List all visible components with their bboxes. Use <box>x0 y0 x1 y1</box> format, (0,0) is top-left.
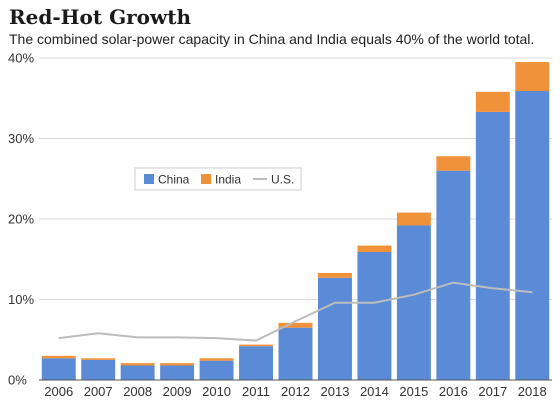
bar-china <box>160 365 195 380</box>
bar-india <box>436 156 471 171</box>
legend-label-us: U.S. <box>271 173 294 187</box>
bar-india <box>199 358 234 361</box>
y-tick-label: 0% <box>8 373 27 388</box>
bar-china <box>81 359 116 380</box>
bar-india <box>515 62 550 92</box>
bar-china <box>239 346 274 380</box>
x-tick-label: 2018 <box>518 384 547 399</box>
x-tick-label: 2006 <box>44 384 73 399</box>
bar-china <box>41 358 76 380</box>
y-tick-label: 10% <box>8 292 34 307</box>
x-tick-label: 2007 <box>84 384 113 399</box>
bar-china <box>120 365 155 380</box>
y-tick-label: 30% <box>8 131 34 146</box>
legend-swatch-india <box>201 174 211 184</box>
bar-india <box>81 358 116 360</box>
x-tick-label: 2011 <box>242 384 270 399</box>
bar-china <box>436 170 471 380</box>
x-tick-label: 2012 <box>281 384 310 399</box>
bar-china <box>396 225 431 380</box>
bar-india <box>357 245 392 253</box>
bar-china <box>357 252 392 380</box>
bar-india <box>475 91 510 112</box>
x-tick-label: 2016 <box>439 384 468 399</box>
bar-india <box>317 272 352 278</box>
bar-india <box>239 344 274 347</box>
legend-label-india: India <box>215 173 241 187</box>
legend: China India U.S. <box>134 167 302 191</box>
bar-india <box>120 363 155 366</box>
x-tick-label: 2010 <box>202 384 231 399</box>
legend-swatch-china <box>144 174 154 184</box>
x-tick-label: 2009 <box>163 384 192 399</box>
bar-china <box>278 327 313 380</box>
chart-subtitle: The combined solar-power capacity in Chi… <box>9 31 535 47</box>
y-tick-label: 40% <box>8 51 34 66</box>
x-tick-label: 2008 <box>123 384 152 399</box>
bar-china <box>317 277 352 380</box>
x-tick-label: 2017 <box>478 384 507 399</box>
bar-india <box>160 363 195 366</box>
axes: 0% 10% 20% 30% 40% 2006 2007 2008 2009 2010 2011 20… <box>8 51 552 399</box>
bar-china <box>475 111 510 380</box>
chart-title: Red-Hot Growth <box>9 5 192 29</box>
bar-layer <box>41 62 550 380</box>
us-line-layer <box>58 281 533 342</box>
bar-china <box>515 91 550 380</box>
x-tick-label: 2014 <box>360 384 389 399</box>
bar-india <box>41 355 76 359</box>
bar-china <box>199 360 234 380</box>
x-tick-label: 2013 <box>321 384 350 399</box>
bar-india <box>396 212 431 226</box>
legend-label-china: China <box>158 173 190 187</box>
legend-box <box>134 167 302 191</box>
bar-india <box>278 322 313 328</box>
y-tick-label: 20% <box>8 212 34 227</box>
x-tick-label: 2015 <box>399 384 428 399</box>
